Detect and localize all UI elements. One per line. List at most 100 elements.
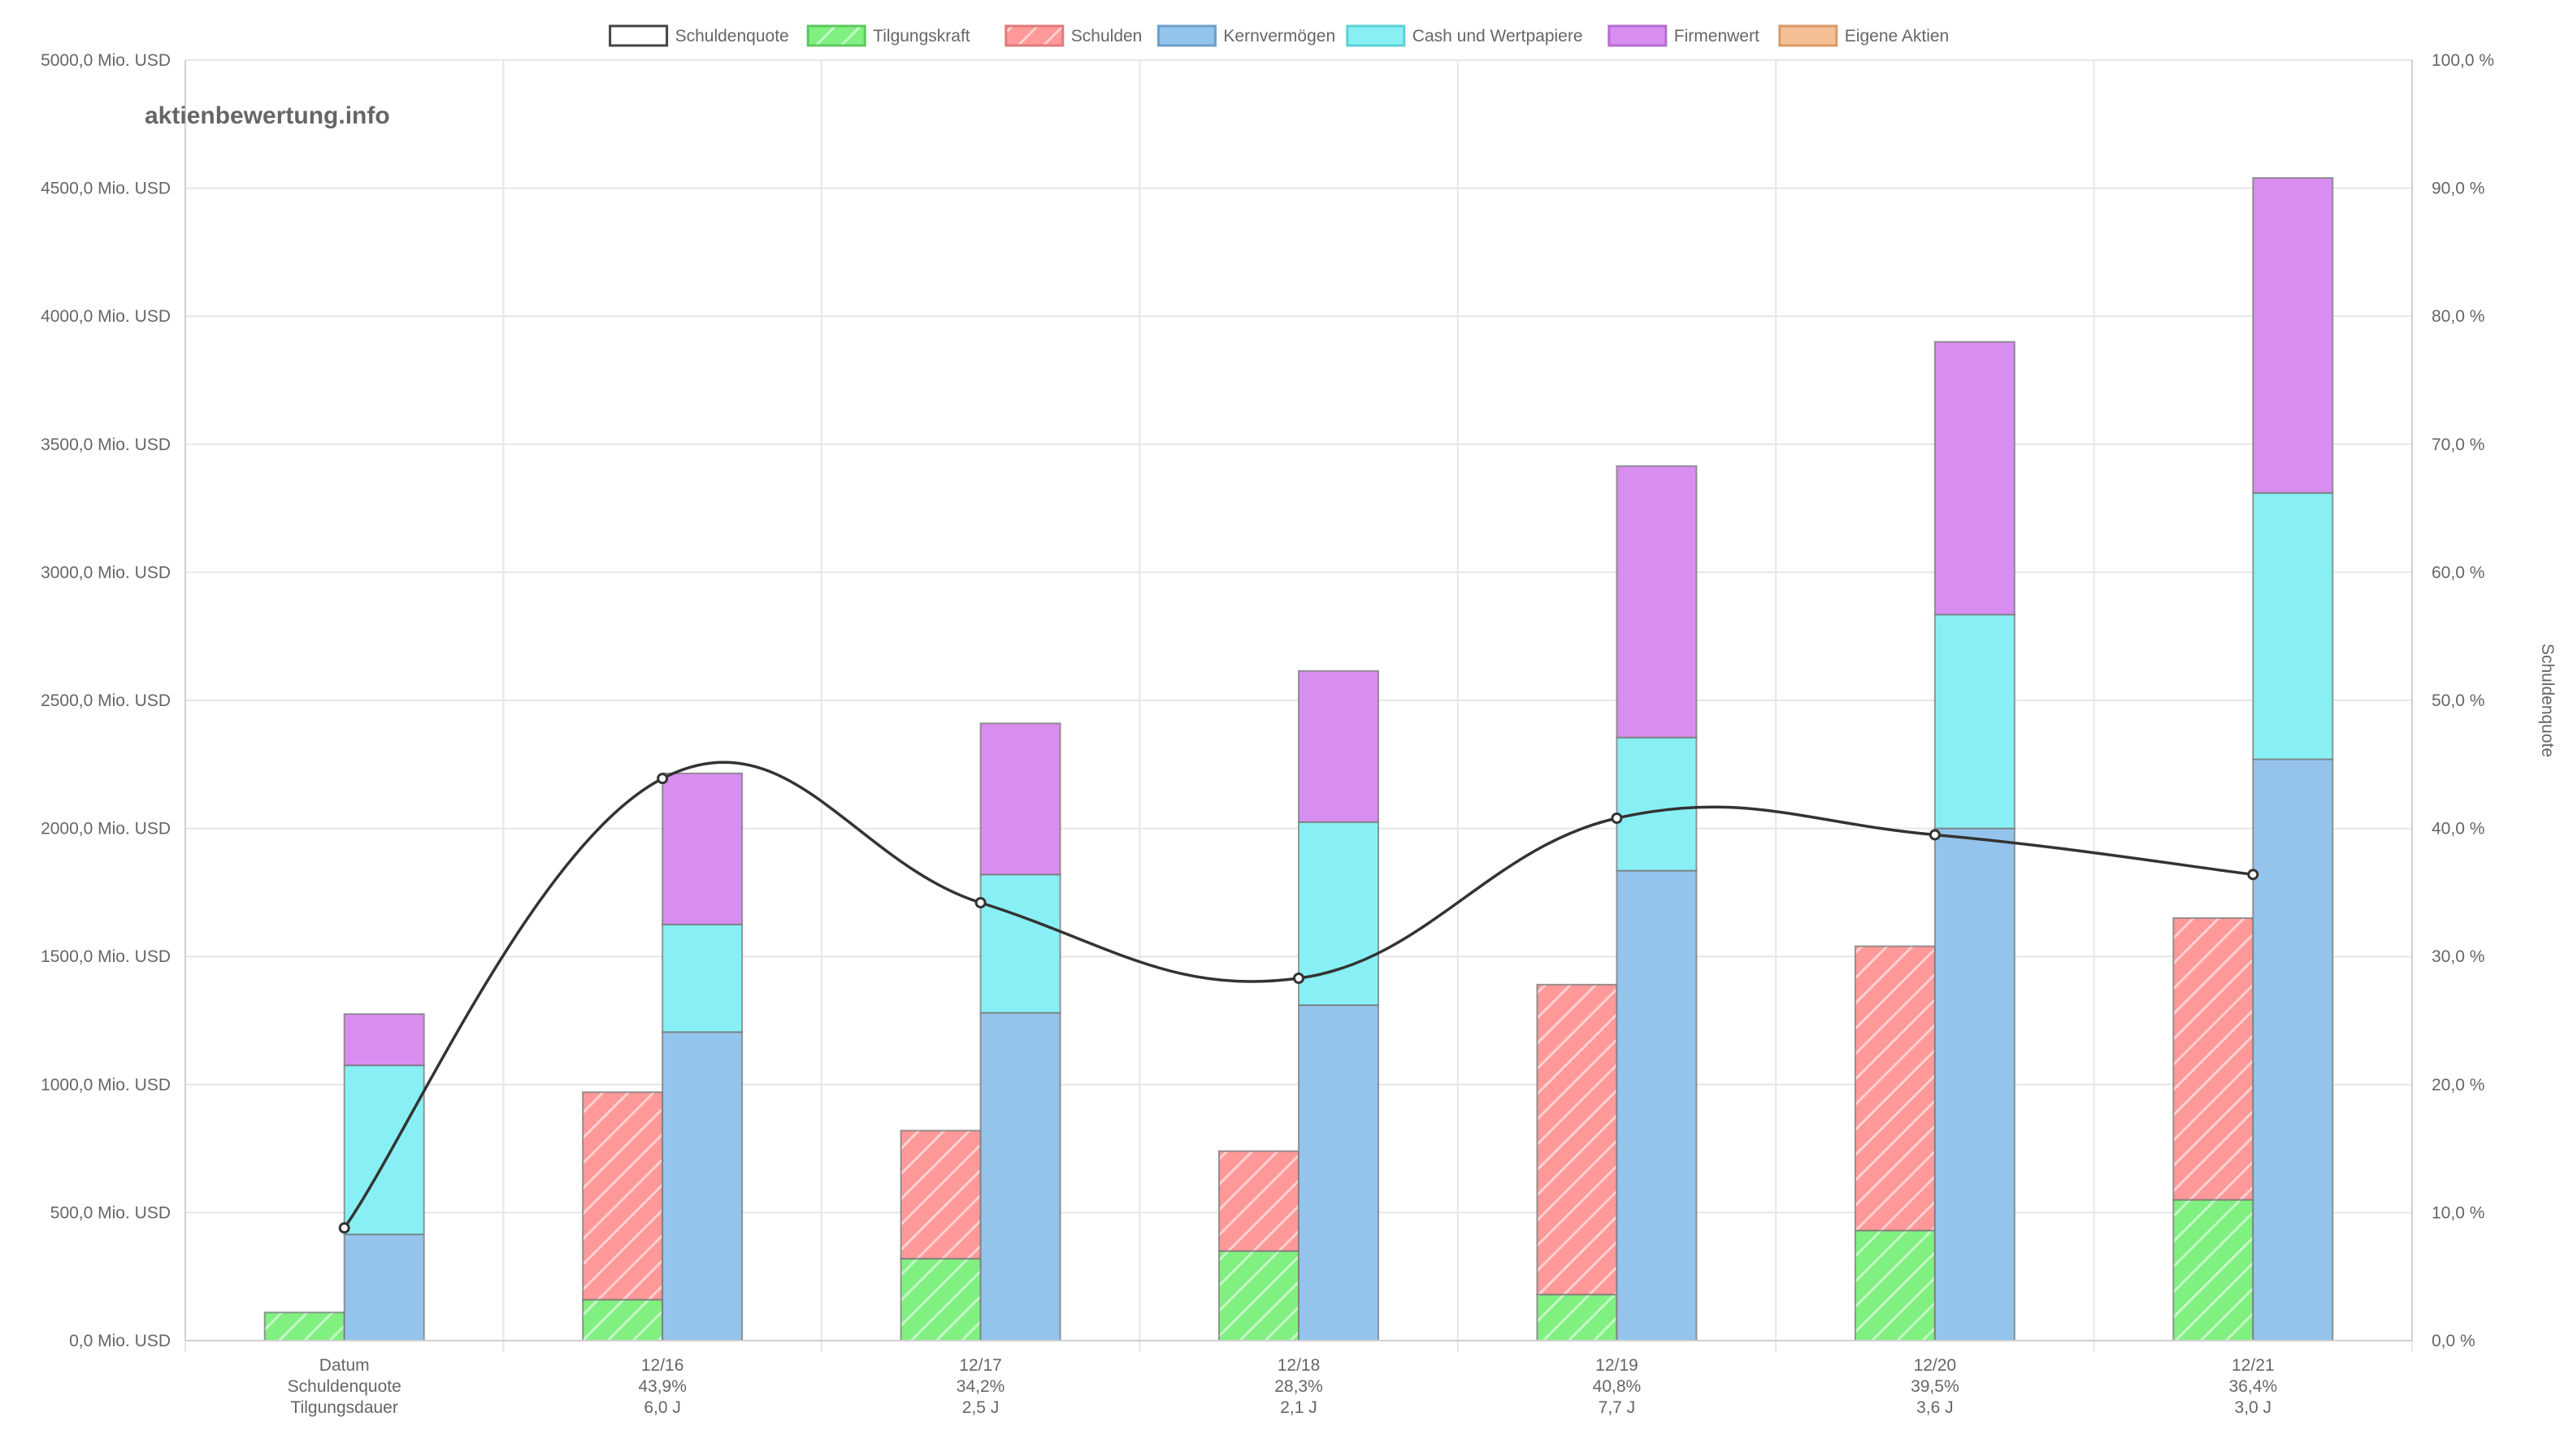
schuldenquote-point <box>657 773 669 785</box>
watermark: aktienbewertung.info <box>145 102 390 129</box>
y-left-tick-label: 4500,0 Mio. USD <box>41 180 171 198</box>
x-tick-label: 40,8% <box>1593 1377 1642 1396</box>
y-left-tick-label: 1500,0 Mio. USD <box>41 947 171 966</box>
y-left-tick-label: 2500,0 Mio. USD <box>41 691 171 710</box>
bar-schulden <box>900 1129 982 1260</box>
y-right-tick-label: 60,0 % <box>2432 563 2484 582</box>
y-left-tick-label: 0,0 Mio. USD <box>69 1332 171 1350</box>
bar-kernverm-gen <box>1933 827 2015 1341</box>
schuldenquote-point <box>1293 972 1304 984</box>
bar-firmenwert <box>343 1013 425 1067</box>
x-tick-label: 36,4% <box>2229 1377 2278 1396</box>
x-tick-label: Tilgungsdauer <box>291 1398 398 1417</box>
x-tick-label: 7,7 J <box>1599 1398 1636 1417</box>
y-left-tick-label: 3000,0 Mio. USD <box>41 563 171 582</box>
x-tick-label: 2,5 J <box>962 1398 1000 1417</box>
x-tick-label: 3,0 J <box>2235 1398 2272 1417</box>
y-left-tick-label: 5000,0 Mio. USD <box>41 51 171 70</box>
legend-label-schuldenquote: Schuldenquote <box>675 27 789 46</box>
y-left-tick-label: 2000,0 Mio. USD <box>41 820 171 838</box>
y-left-tick-label: 500,0 Mio. USD <box>50 1203 171 1222</box>
bar-firmenwert <box>1298 670 1379 823</box>
bar-cash-und-wertpapiere <box>1933 613 2015 830</box>
legend-swatch-tilgungskraft <box>806 24 866 47</box>
bar-firmenwert <box>1616 465 1698 739</box>
x-tick-label: 12/17 <box>959 1356 1002 1375</box>
bar-tilgungskraft <box>1854 1229 1936 1341</box>
y-right-tick-label: 20,0 % <box>2432 1076 2484 1094</box>
bar-tilgungskraft <box>263 1311 345 1342</box>
bar-firmenwert <box>662 772 744 925</box>
bar-tilgungskraft <box>900 1258 982 1341</box>
bar-tilgungskraft <box>1536 1294 1618 1342</box>
legend-label-tilgungskraft: Tilgungskraft <box>873 27 970 46</box>
legend: Schuldenquote Tilgungskraft Schulden Kernve… <box>609 24 1949 47</box>
bar-schulden <box>1218 1150 1300 1252</box>
x-tick-label: 39,5% <box>1911 1377 1959 1396</box>
y-left-tick-label: 3500,0 Mio. USD <box>41 436 171 454</box>
y-right-tick-label: 50,0 % <box>2432 691 2484 710</box>
y-left-tick-label: 4000,0 Mio. USD <box>41 307 171 326</box>
bar-tilgungskraft <box>1218 1250 1300 1342</box>
legend-swatch-schuldenquote <box>609 24 669 47</box>
bar-schulden <box>1854 945 1936 1232</box>
legend-label-kernverm-gen: Kernvermögen <box>1223 27 1335 46</box>
y-left-tick-label: 1000,0 Mio. USD <box>41 1076 171 1094</box>
bar-tilgungskraft <box>2172 1198 2254 1342</box>
bar-kernverm-gen <box>979 1012 1061 1341</box>
x-tick-label: 12/16 <box>641 1356 684 1375</box>
legend-label-schulden: Schulden <box>1071 27 1143 46</box>
bar-firmenwert <box>1933 340 2015 616</box>
x-tick-label: 6,0 J <box>644 1398 681 1417</box>
line-series <box>338 760 2259 1234</box>
bar-cash-und-wertpapiere <box>1298 821 1379 1007</box>
y-right-tick-label: 10,0 % <box>2432 1203 2484 1222</box>
legend-swatch-eigene-aktien <box>1778 24 1838 47</box>
y-right-tick-label: 100,0 % <box>2432 51 2494 70</box>
legend-swatch-schulden <box>1004 24 1065 47</box>
bar-kernverm-gen <box>1616 869 1698 1342</box>
x-tick-label: 34,2% <box>957 1377 1005 1396</box>
x-tick-label: 12/20 <box>1914 1356 1957 1375</box>
x-tick-label: 2,1 J <box>1280 1398 1317 1417</box>
y-right-axis-title: Schuldenquote <box>2538 644 2557 757</box>
bar-kernverm-gen <box>2252 758 2334 1341</box>
x-tick-label: 3,6 J <box>1916 1398 1954 1417</box>
legend-swatch-cash-und-wertpapiere <box>1346 24 1406 47</box>
bar-tilgungskraft <box>582 1298 664 1341</box>
x-tick-label: Schuldenquote <box>288 1377 401 1396</box>
legend-swatch-kernverm-gen <box>1156 24 1217 47</box>
bar-cash-und-wertpapiere <box>2252 492 2334 760</box>
legend-label-cash-und-wertpapiere: Cash und Wertpapiere <box>1412 27 1583 46</box>
bar-schulden <box>1536 983 1618 1296</box>
y-right-tick-label: 70,0 % <box>2432 436 2484 454</box>
bar-kernverm-gen <box>1298 1004 1379 1341</box>
y-right-tick-label: 30,0 % <box>2432 947 2484 966</box>
schuldenquote-point <box>974 897 987 909</box>
x-tick-label: 12/19 <box>1595 1356 1638 1375</box>
y-right-tick-label: 40,0 % <box>2432 820 2484 838</box>
y-right-tick-label: 80,0 % <box>2432 307 2484 326</box>
bar-firmenwert <box>2252 176 2334 494</box>
bar-firmenwert <box>979 722 1061 876</box>
bar-cash-und-wertpapiere <box>662 923 744 1034</box>
bar-schulden <box>582 1091 664 1301</box>
x-tick-label: 28,3% <box>1274 1377 1323 1396</box>
bar-kernverm-gen <box>662 1031 744 1341</box>
legend-swatch-firmenwert <box>1608 24 1668 47</box>
schuldenquote-point <box>2247 869 2259 881</box>
bars <box>263 176 2334 1342</box>
bar-schulden <box>2172 916 2254 1201</box>
bar-cash-und-wertpapiere <box>1616 736 1698 872</box>
x-tick-label: Datum <box>319 1356 370 1375</box>
x-tick-label: 12/18 <box>1278 1356 1321 1375</box>
y-right-tick-label: 0,0 % <box>2432 1332 2475 1350</box>
schuldenquote-line <box>343 760 2254 1229</box>
bar-cash-und-wertpapiere <box>979 873 1061 1014</box>
x-tick-label: 43,9% <box>638 1377 687 1396</box>
legend-label-firmenwert: Firmenwert <box>1674 27 1759 46</box>
legend-label-eigene-aktien: Eigene Aktien <box>1845 27 1949 46</box>
x-tick-label: 12/21 <box>2232 1356 2275 1375</box>
bar-kernverm-gen <box>343 1233 425 1342</box>
